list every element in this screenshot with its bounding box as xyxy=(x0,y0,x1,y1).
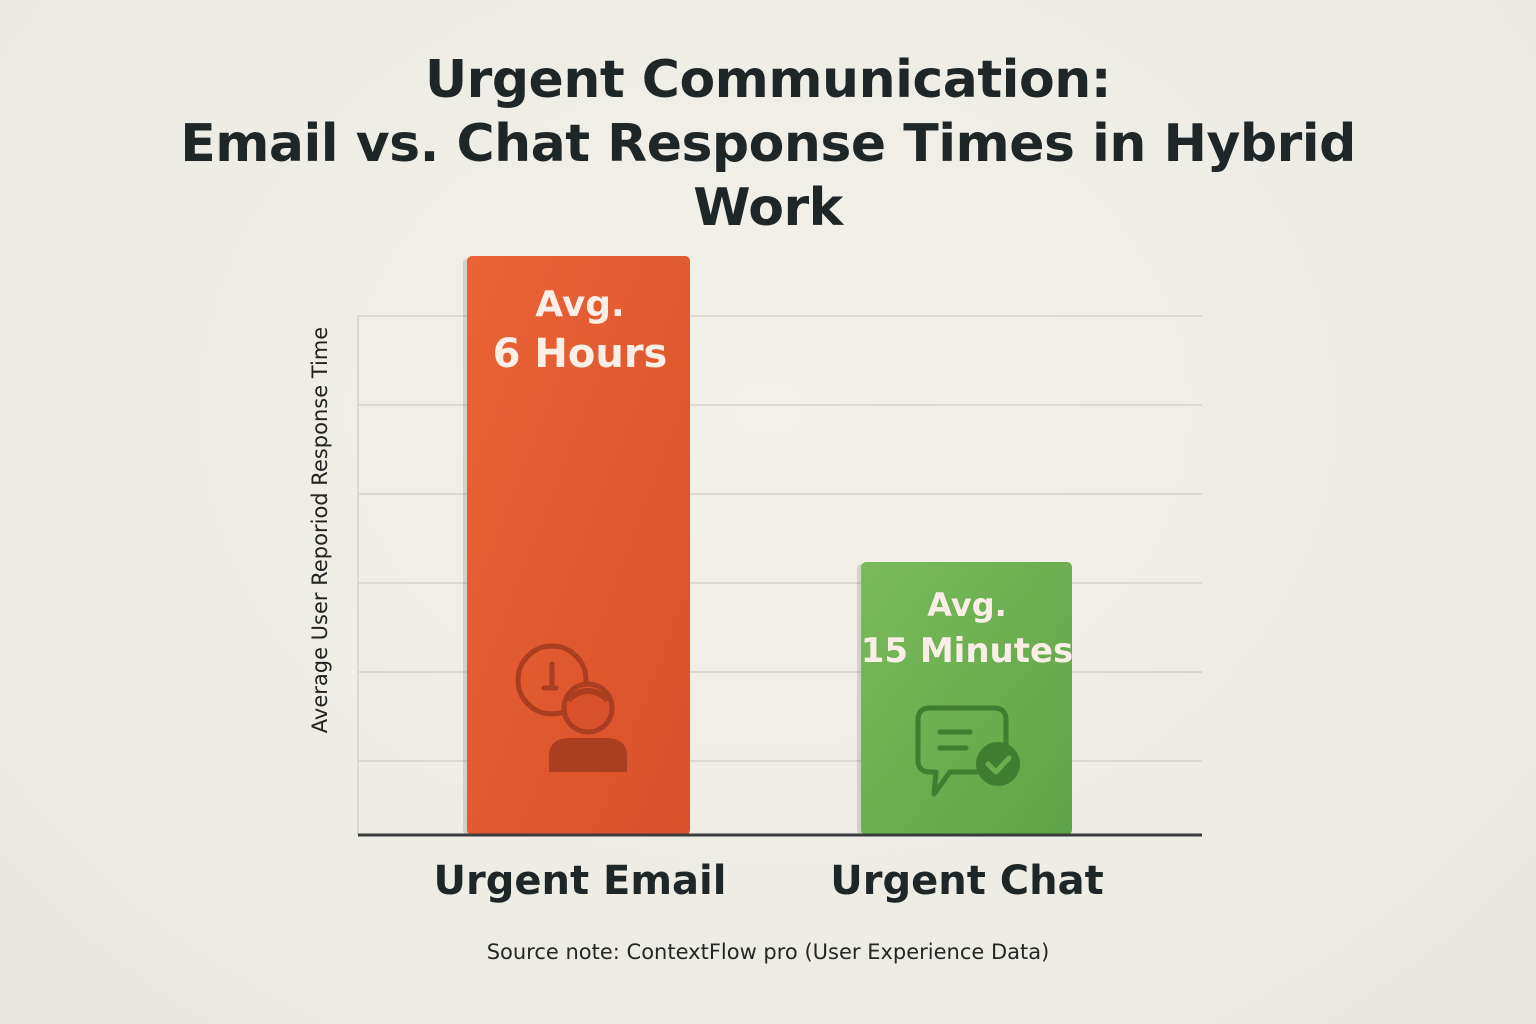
chat-check-icon xyxy=(915,705,1020,797)
chart-title: Urgent Communication: Email vs. Chat Res… xyxy=(168,48,1368,240)
bar-data-label-chat-line1: Avg. xyxy=(927,586,1007,624)
title-line-2: Email vs. Chat Response Times in Hybrid xyxy=(180,114,1356,174)
x-tick-label-email: Urgent Email xyxy=(433,858,727,904)
bar-data-label-email-line1: Avg. xyxy=(535,284,625,325)
x-tick-label-chat: Urgent Chat xyxy=(830,858,1104,904)
bar-data-label-email-line2: 6 Hours xyxy=(492,331,668,377)
title-line-3: Work xyxy=(693,178,843,238)
clock-person-icon xyxy=(515,643,627,772)
bars xyxy=(463,256,1072,835)
title-line-1: Urgent Communication: xyxy=(424,50,1112,110)
bar-data-label-email: Avg. 6 Hours xyxy=(493,282,668,380)
bar-data-label-chat-line2: 15 Minutes xyxy=(860,631,1074,671)
bar-urgent-email xyxy=(467,256,690,835)
source-note: Source note: ContextFlow pro (User Exper… xyxy=(486,940,1050,964)
bar-data-label-chat: Avg. 15 Minutes xyxy=(861,584,1074,676)
